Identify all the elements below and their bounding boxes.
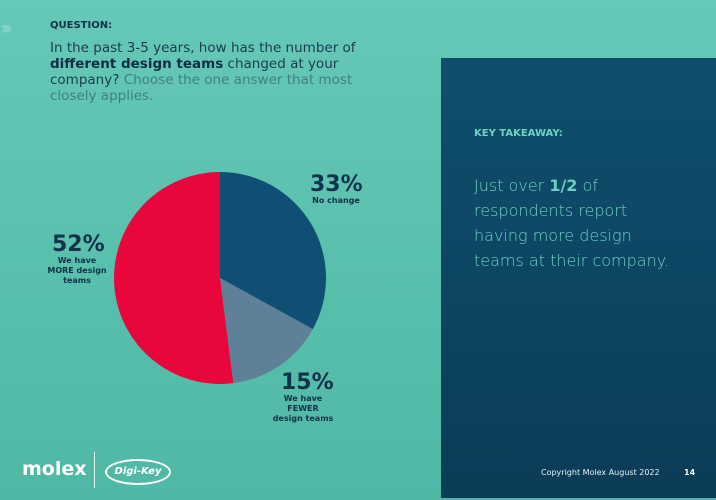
slice-label-fewer: We have FEWER design teams	[272, 394, 334, 423]
pie-slice-2	[113, 172, 234, 384]
takeaway-text: Just over 1/2 of respondents report havi…	[474, 176, 670, 270]
key-takeaway-panel: KEY TAKEAWAY: Just over 1/2 of responden…	[441, 58, 716, 498]
slice-value-fewer: 15%	[281, 370, 334, 395]
pie-slice-0	[220, 172, 327, 330]
logo-divider	[94, 452, 95, 488]
slice-value-no-change: 33%	[310, 172, 363, 197]
pie-slice-1	[220, 278, 313, 384]
slice-label-no-change: No change	[312, 196, 360, 205]
page-number: 14	[684, 468, 696, 477]
question-label: QUESTION:	[50, 20, 113, 31]
slice-label-more: We have MORE design teams	[47, 256, 107, 285]
question-text: In the past 3-5 years, how has the numbe…	[50, 40, 356, 104]
digikey-logo: Digi-Key	[105, 459, 171, 485]
takeaway-label: KEY TAKEAWAY:	[474, 128, 563, 139]
molex-logo: molex	[22, 458, 87, 480]
slice-value-more: 52%	[52, 232, 105, 257]
copyright: Copyright Molex August 2022	[541, 468, 660, 477]
